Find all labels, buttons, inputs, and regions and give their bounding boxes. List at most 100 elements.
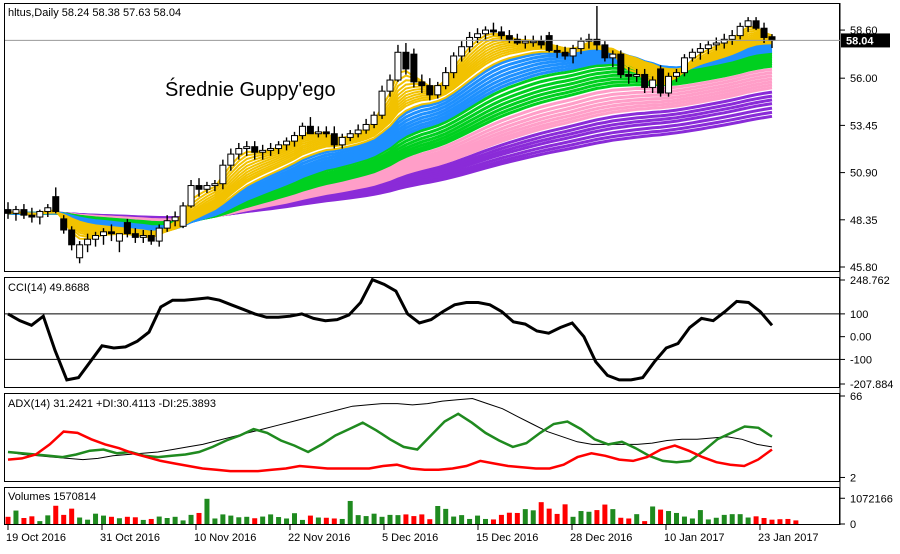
volume-bar bbox=[697, 510, 703, 524]
volume-bar bbox=[626, 518, 632, 524]
candle-body bbox=[593, 38, 601, 46]
candle-body bbox=[203, 185, 211, 190]
price-tick-label: 48.35 bbox=[850, 215, 878, 227]
candle-body bbox=[402, 51, 410, 70]
adx-lines bbox=[7, 397, 773, 473]
volume-bar bbox=[331, 518, 337, 524]
volume-bar bbox=[93, 513, 99, 524]
candle-body bbox=[760, 27, 768, 38]
time-tick-label: 23 Jan 2017 bbox=[758, 532, 819, 544]
volume-bar bbox=[29, 516, 35, 524]
volume-bar bbox=[594, 510, 600, 524]
volume-bar bbox=[5, 516, 11, 524]
candlesticks bbox=[4, 6, 776, 264]
candle-body bbox=[505, 35, 513, 40]
candle-body bbox=[752, 20, 760, 29]
candle-body bbox=[569, 48, 577, 57]
candle-body bbox=[482, 29, 489, 35]
candle-body bbox=[633, 73, 641, 77]
candle-body bbox=[76, 244, 84, 259]
candle-body bbox=[92, 235, 100, 240]
volume-bar bbox=[61, 514, 67, 524]
candle-body bbox=[123, 222, 131, 235]
candle-body bbox=[259, 149, 267, 153]
candle-body bbox=[696, 48, 704, 53]
volume-bar bbox=[69, 508, 75, 524]
candle-body bbox=[338, 136, 346, 146]
volume-bar bbox=[323, 517, 329, 524]
volume-bar bbox=[618, 517, 624, 524]
cci-levels bbox=[5, 313, 840, 360]
volume-bar bbox=[387, 514, 393, 524]
volume-bar bbox=[355, 515, 361, 524]
volume-bar bbox=[490, 519, 496, 524]
volume-bar bbox=[260, 516, 266, 524]
candle-body bbox=[768, 36, 776, 41]
adx-header: ADX(14) 31.2421 +DI:30.4113 -DI:25.3893 bbox=[8, 398, 216, 410]
candle-body bbox=[131, 233, 139, 238]
candle-body bbox=[458, 46, 466, 57]
last-price-box bbox=[841, 33, 890, 48]
volume-bar bbox=[777, 519, 783, 524]
candle-body bbox=[450, 55, 458, 74]
volume-bar bbox=[284, 518, 290, 524]
candle-body bbox=[657, 68, 665, 94]
volume-bar bbox=[578, 511, 584, 524]
volume-bar bbox=[124, 516, 130, 524]
volume-bar bbox=[395, 515, 401, 524]
volume-bar bbox=[570, 516, 576, 524]
volume-bar bbox=[753, 516, 759, 524]
candle-body bbox=[561, 51, 569, 57]
volume-bar bbox=[538, 502, 544, 524]
candle-body bbox=[155, 227, 163, 242]
time-tick-label: 31 Oct 2016 bbox=[100, 532, 160, 544]
volume-bar bbox=[785, 518, 791, 524]
candle-body bbox=[179, 205, 187, 227]
volume-bar bbox=[164, 518, 170, 524]
volume-bar bbox=[459, 515, 465, 524]
volume-bar bbox=[244, 516, 250, 524]
candle-body bbox=[275, 144, 283, 150]
candle-body bbox=[410, 53, 418, 83]
volume-bar bbox=[729, 514, 735, 524]
volume-bar bbox=[530, 510, 536, 524]
candle-body bbox=[728, 35, 736, 40]
candle-body bbox=[251, 146, 259, 153]
volume-bar bbox=[666, 511, 672, 524]
volume-bar bbox=[196, 512, 202, 524]
adx-tick-label: 66 bbox=[850, 391, 862, 403]
time-tick-label: 10 Nov 2016 bbox=[194, 532, 256, 544]
cci-tick-label: -100 bbox=[850, 354, 872, 366]
candle-body bbox=[115, 233, 123, 242]
volume-bar bbox=[77, 517, 83, 524]
candle-body bbox=[362, 123, 370, 131]
volume-bar bbox=[451, 516, 457, 524]
volume-bar bbox=[212, 518, 218, 524]
candle-body bbox=[28, 214, 36, 218]
candle-body bbox=[298, 125, 306, 137]
guppy-annotation: Średnie Guppy'ego bbox=[165, 77, 336, 101]
candle-body bbox=[68, 229, 76, 246]
volume-bar bbox=[793, 520, 799, 524]
candle-body bbox=[386, 79, 394, 92]
volume-bar bbox=[204, 498, 210, 524]
candle-body bbox=[680, 57, 688, 74]
candle-body bbox=[44, 207, 52, 212]
volume-bar bbox=[467, 518, 473, 524]
volume-bar bbox=[276, 517, 282, 524]
candle-body bbox=[418, 81, 426, 87]
candle-body bbox=[537, 40, 545, 46]
volume-bar bbox=[140, 519, 146, 524]
time-tick-label: 15 Dec 2016 bbox=[476, 532, 538, 544]
volume-bar bbox=[299, 519, 305, 524]
candle-body bbox=[426, 85, 434, 96]
volume-bar bbox=[148, 518, 154, 524]
candle-body bbox=[474, 33, 482, 38]
candle-body bbox=[267, 148, 275, 151]
volume-bar bbox=[45, 515, 51, 524]
candle-body bbox=[521, 40, 529, 44]
candle-body bbox=[489, 29, 497, 33]
volume-bar bbox=[403, 514, 409, 524]
volume-tick-label: 1072166 bbox=[850, 493, 893, 505]
volume-bar bbox=[315, 517, 321, 524]
